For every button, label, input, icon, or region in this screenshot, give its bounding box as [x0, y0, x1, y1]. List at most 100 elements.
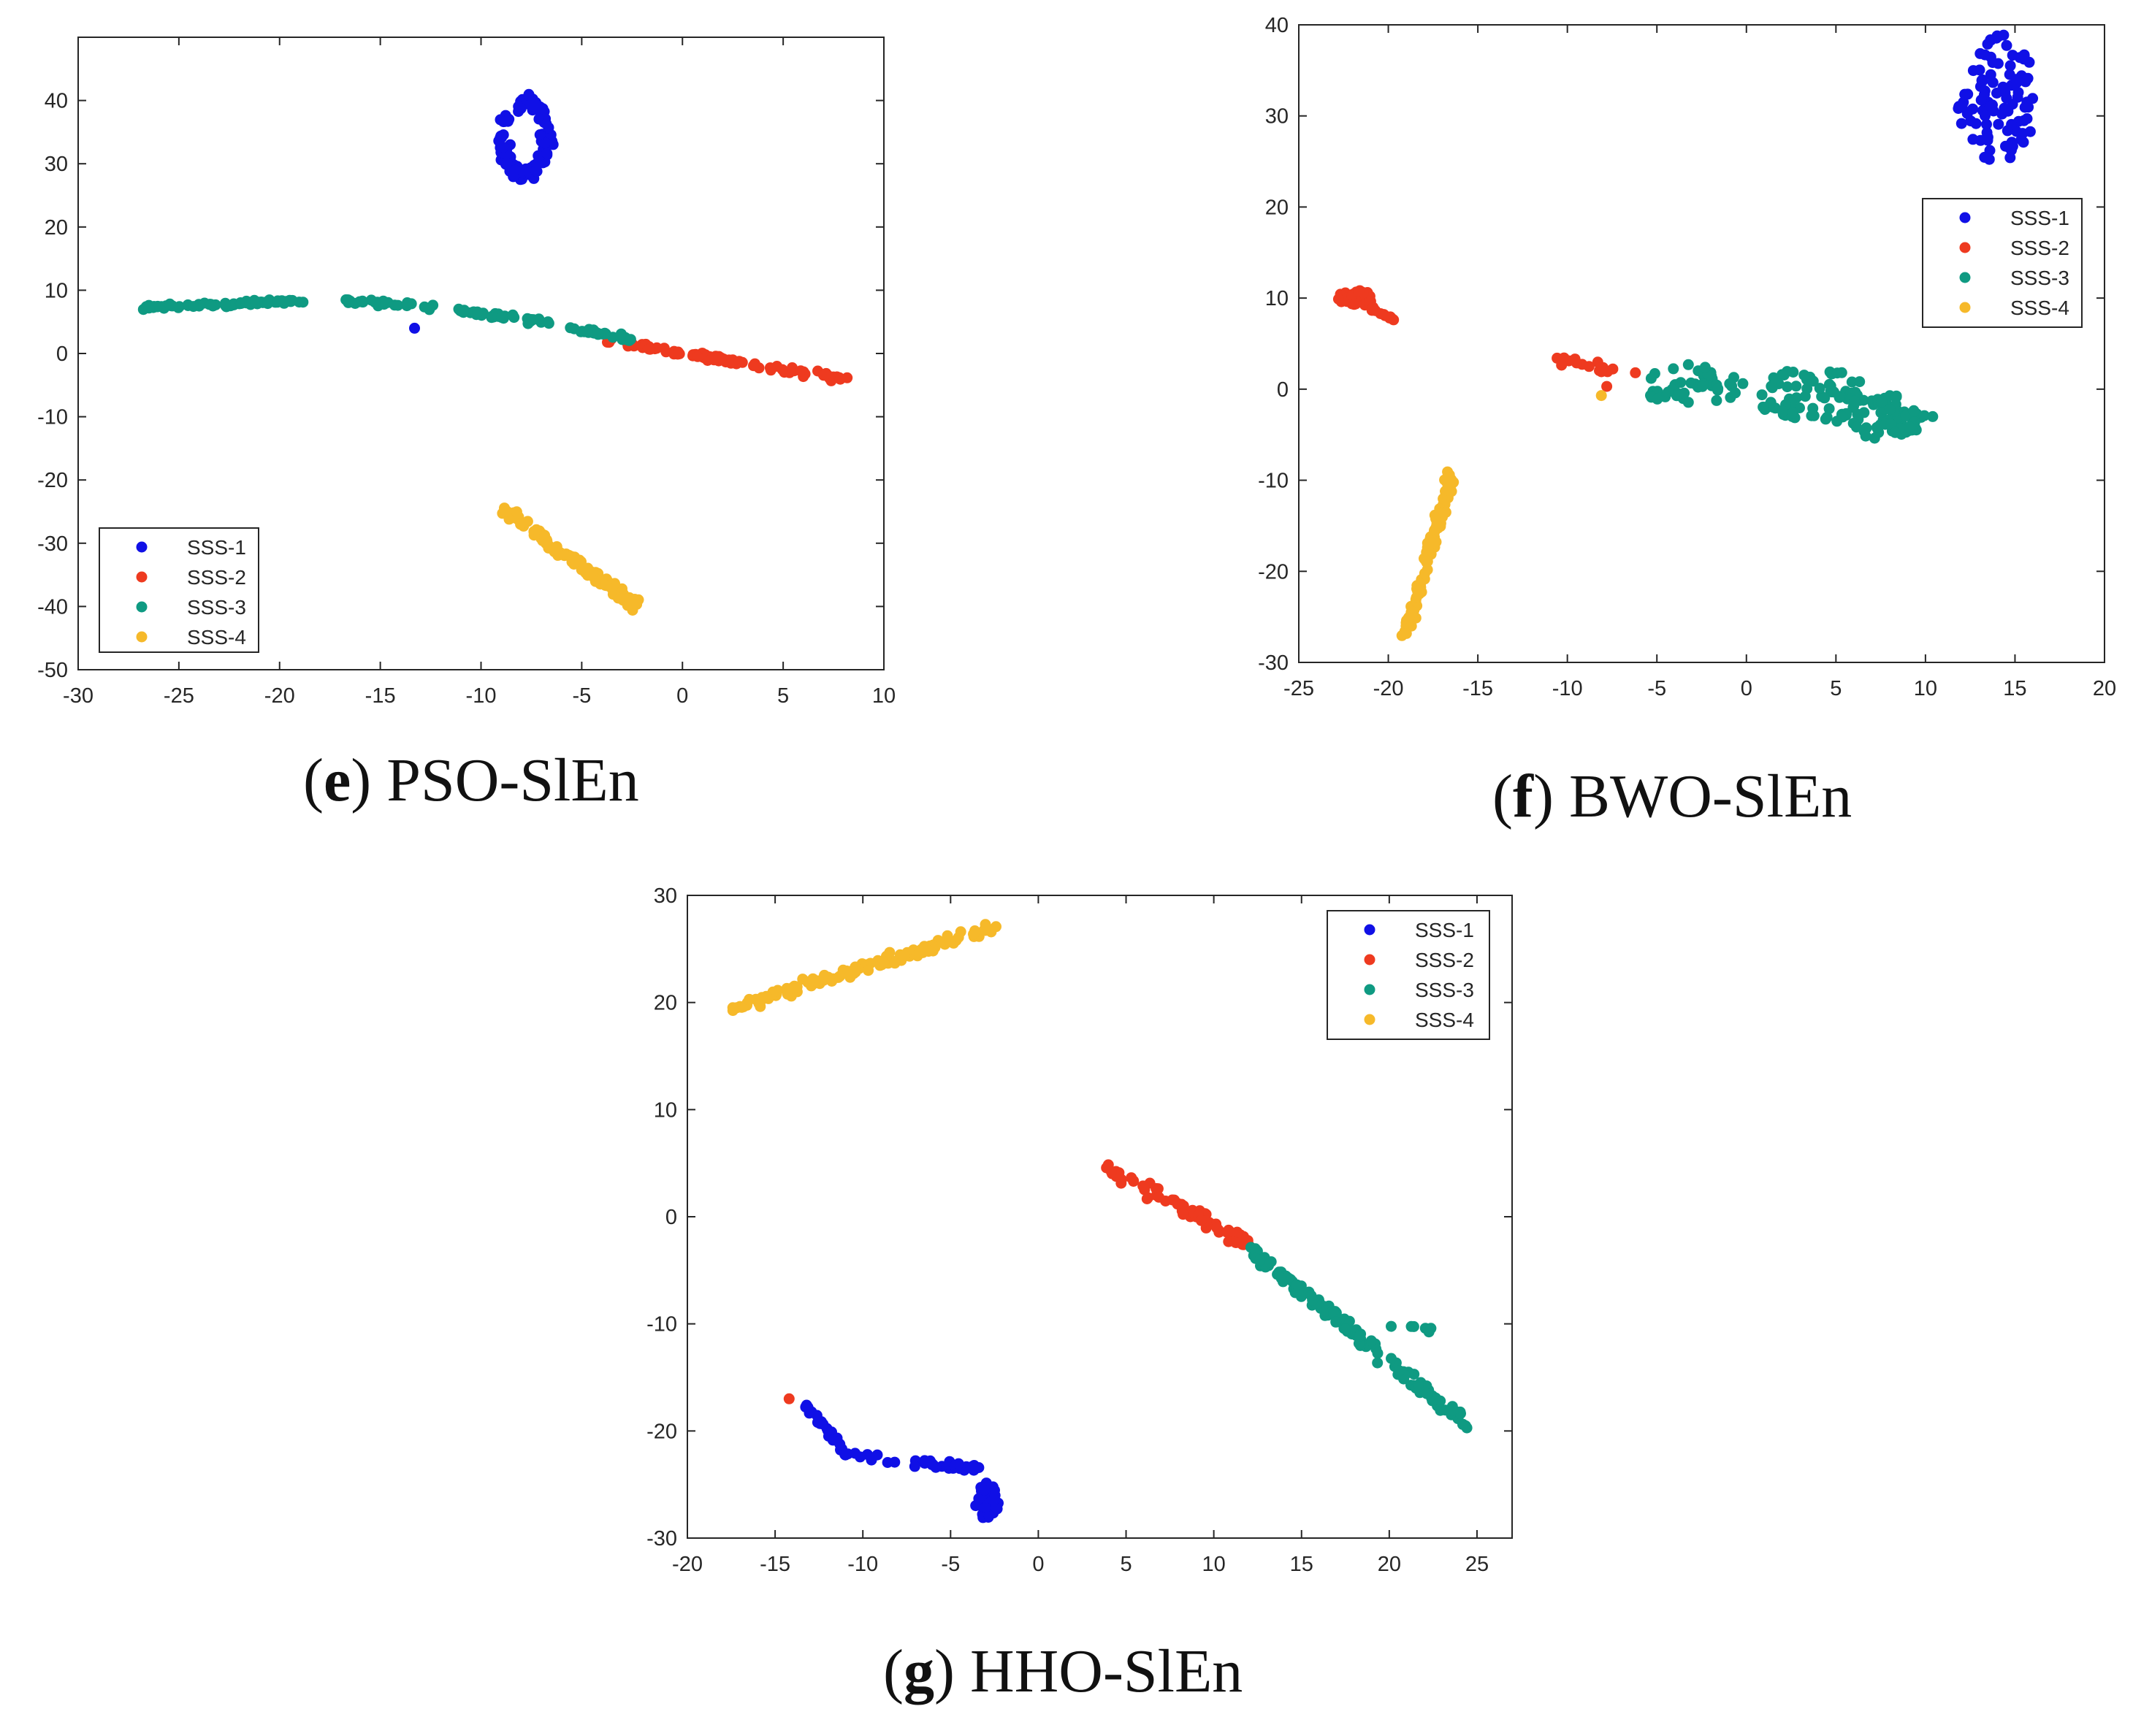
point-sss-4	[515, 518, 527, 529]
point-sss-1	[850, 1448, 861, 1459]
point-sss-2	[787, 362, 798, 373]
point-sss-2	[1126, 1172, 1137, 1184]
legend-marker	[1364, 924, 1375, 936]
y-tick-label: -20	[1258, 560, 1289, 584]
point-sss-3	[615, 328, 627, 340]
x-tick-label: -5	[572, 684, 591, 708]
point-sss-1	[1980, 110, 1991, 121]
x-tick-label: 5	[1830, 677, 1842, 700]
x-tick-label: -15	[365, 684, 396, 708]
point-sss-4	[863, 965, 874, 976]
point-sss-3	[1699, 362, 1711, 373]
legend-label: SSS-2	[1415, 949, 1474, 971]
point-sss-4	[1595, 390, 1607, 402]
point-sss-2	[725, 357, 737, 369]
point-sss-1	[1993, 118, 2004, 130]
point-sss-1	[2007, 50, 2018, 61]
point-sss-3	[1831, 416, 1843, 427]
x-tick-label: -25	[1283, 677, 1314, 700]
point-sss-4	[573, 554, 585, 566]
series-sss-2	[602, 334, 853, 386]
legend-marker	[1959, 272, 1971, 283]
point-sss-4	[559, 550, 571, 562]
point-sss-3	[1927, 410, 1939, 422]
point-sss-1	[497, 142, 509, 153]
point-sss-3	[1860, 430, 1871, 442]
point-sss-2	[644, 343, 655, 355]
point-sss-1	[1956, 101, 1968, 112]
series-sss-2	[783, 1159, 1254, 1404]
y-tick-label: 40	[45, 90, 68, 113]
point-sss-3	[496, 312, 508, 324]
point-sss-3	[1854, 376, 1866, 388]
point-sss-2	[776, 364, 788, 375]
point-sss-3	[1413, 1379, 1424, 1391]
point-sss-3	[1890, 391, 1902, 402]
series-sss-2	[1332, 285, 1641, 392]
point-sss-1	[866, 1452, 877, 1464]
point-sss-3	[1904, 421, 1915, 433]
point-sss-3	[1254, 1254, 1266, 1266]
x-tick-label: 15	[1290, 1553, 1313, 1576]
point-sss-4	[1413, 586, 1425, 597]
point-sss-3	[286, 295, 297, 307]
point-sss-4	[736, 1001, 747, 1013]
point-sss-3	[1806, 410, 1817, 421]
point-sss-3	[1421, 1388, 1432, 1399]
point-sss-4	[579, 565, 590, 576]
point-sss-1	[1967, 65, 1979, 77]
point-sss-2	[1556, 359, 1568, 371]
y-tick-label: -40	[37, 595, 68, 619]
point-sss-2	[783, 1393, 795, 1404]
point-sss-1	[541, 148, 553, 159]
legend-label: SSS-1	[1415, 919, 1474, 941]
point-sss-3	[1372, 1357, 1384, 1369]
y-tick-label: 20	[45, 216, 68, 240]
x-tick-label: -10	[466, 684, 497, 708]
point-sss-1	[2004, 60, 2016, 72]
point-sss-2	[1211, 1222, 1223, 1234]
x-tick-label: -30	[63, 684, 94, 708]
point-sss-4	[826, 976, 838, 987]
point-sss-3	[1890, 427, 1901, 438]
point-sss-3	[1682, 397, 1694, 408]
point-sss-3	[392, 299, 404, 311]
point-sss-1	[539, 137, 551, 149]
point-sss-3	[1828, 386, 1839, 398]
point-sss-3	[524, 313, 536, 325]
point-sss-1	[802, 1402, 814, 1413]
point-sss-4	[923, 945, 934, 957]
point-sss-1	[1983, 153, 1995, 165]
point-sss-1	[2012, 87, 2024, 99]
point-sss-3	[1435, 1395, 1446, 1407]
point-sss-3	[1706, 370, 1717, 382]
point-sss-3	[151, 301, 163, 313]
legend-label: SSS-2	[187, 566, 246, 589]
point-sss-1	[1985, 69, 1996, 80]
point-sss-4	[788, 983, 800, 995]
point-sss-1	[533, 150, 544, 161]
y-tick-label: 40	[1265, 14, 1289, 37]
legend-marker	[136, 571, 148, 583]
point-sss-2	[1630, 367, 1641, 378]
point-sss-3	[625, 334, 636, 345]
point-sss-2	[1142, 1192, 1153, 1204]
point-sss-2	[1350, 298, 1362, 310]
point-sss-3	[164, 298, 175, 310]
x-tick-label: 10	[1914, 677, 1937, 700]
point-sss-3	[1711, 394, 1722, 406]
point-sss-1	[1996, 108, 2008, 120]
point-sss-1	[534, 129, 546, 140]
y-tick-label: 10	[45, 279, 68, 302]
point-sss-1	[2018, 50, 2030, 62]
y-tick-label: -30	[37, 532, 68, 556]
series-sss-4	[1396, 390, 1607, 641]
point-sss-4	[1407, 606, 1419, 618]
point-sss-2	[1353, 286, 1365, 297]
point-sss-1	[501, 157, 513, 169]
point-sss-1	[991, 1503, 1003, 1515]
point-sss-3	[272, 295, 283, 307]
caption-e: (e) PSO-SlEn	[303, 746, 639, 814]
series-sss-3	[137, 294, 636, 346]
legend-marker	[1959, 302, 1971, 313]
